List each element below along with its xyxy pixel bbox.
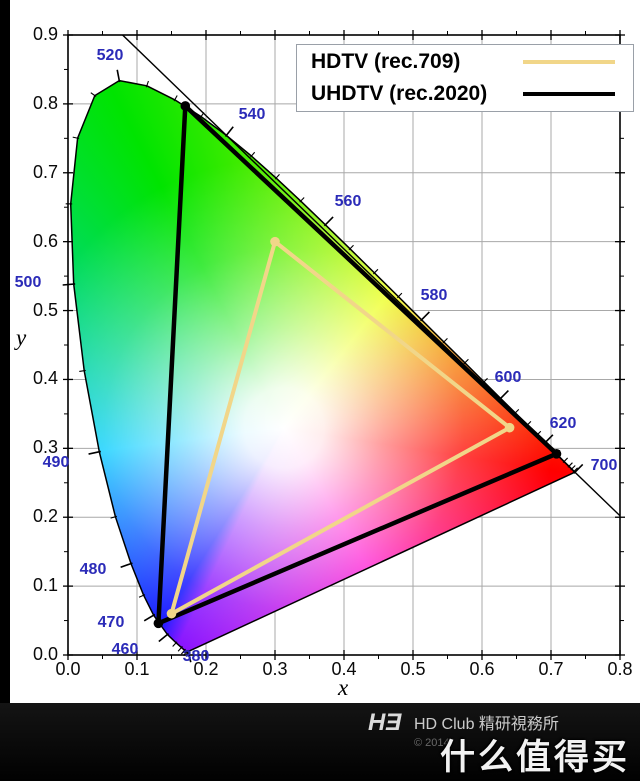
smzdm-watermark: 什么值得买 <box>439 738 630 777</box>
x-tick-label-0.1: 0.1 <box>124 659 150 679</box>
hdclub-watermark: HD Club 精研視務所 © 2014 <box>414 710 559 749</box>
x-tick-label-0.8: 0.8 <box>607 659 633 679</box>
copyright-text: © 2014 <box>414 737 450 749</box>
wavelength-label-490: 490 <box>42 454 70 471</box>
y-tick-label-0.0: 0.0 <box>32 644 58 664</box>
watermark-bar: HƎ HD Club 精研視務所 © 2014 什么值得买 <box>0 703 640 781</box>
wavelength-label-380: 380 <box>182 648 210 665</box>
wavelength-label-480: 480 <box>79 561 107 578</box>
y-tick-label-0.5: 0.5 <box>32 299 58 320</box>
x-axis-title: x <box>338 675 349 700</box>
legend-label-hdtv: HDTV (rec.709) <box>311 50 461 73</box>
x-tick-label-0.6: 0.6 <box>469 659 495 679</box>
x-tick-label-0.4: 0.4 <box>331 659 357 679</box>
x-tick-label-0.5: 0.5 <box>400 659 426 679</box>
y-tick-label-0.8: 0.8 <box>32 92 58 113</box>
wavelength-label-600: 600 <box>494 369 522 386</box>
x-tick-label-0.2: 0.2 <box>193 659 219 679</box>
legend: HDTV (rec.709) UHDTV (rec.2020) <box>296 44 634 112</box>
wavelength-label-460: 460 <box>111 641 139 658</box>
legend-line-sample-hdtv <box>523 60 615 64</box>
y-axis-title: y <box>16 325 27 350</box>
y-tick-label-0.3: 0.3 <box>32 437 58 458</box>
wavelength-label-700: 700 <box>590 457 618 474</box>
hdclub-watermark-text: HD Club 精研視務所 <box>414 716 559 733</box>
wavelength-label-500: 500 <box>14 274 42 291</box>
wavelength-label-520: 520 <box>96 47 124 64</box>
wavelength-label-470: 470 <box>97 614 125 631</box>
legend-line-sample-uhdtv <box>523 92 615 96</box>
wavelength-label-540: 540 <box>238 106 266 123</box>
y-tick-label-0.9: 0.9 <box>32 24 58 44</box>
wavelength-label-580: 580 <box>420 287 448 304</box>
wavelength-label-620: 620 <box>549 415 577 432</box>
y-tick-label-0.1: 0.1 <box>32 575 58 596</box>
y-tick-label-0.2: 0.2 <box>32 506 58 527</box>
y-tick-label-0.4: 0.4 <box>32 368 58 389</box>
legend-entry-hdtv: HDTV (rec.709) <box>297 47 633 77</box>
legend-entry-uhdtv: UHDTV (rec.2020) <box>297 79 633 109</box>
legend-label-uhdtv: UHDTV (rec.2020) <box>311 82 488 105</box>
y-tick-label-0.6: 0.6 <box>32 230 58 251</box>
hdclub-logo: HƎ <box>368 709 402 736</box>
x-tick-label-0.7: 0.7 <box>538 659 564 679</box>
x-tick-label-0.0: 0.0 <box>55 659 81 679</box>
x-tick-label-0.3: 0.3 <box>262 659 288 679</box>
wavelength-label-560: 560 <box>334 193 362 210</box>
y-tick-label-0.7: 0.7 <box>32 161 58 182</box>
